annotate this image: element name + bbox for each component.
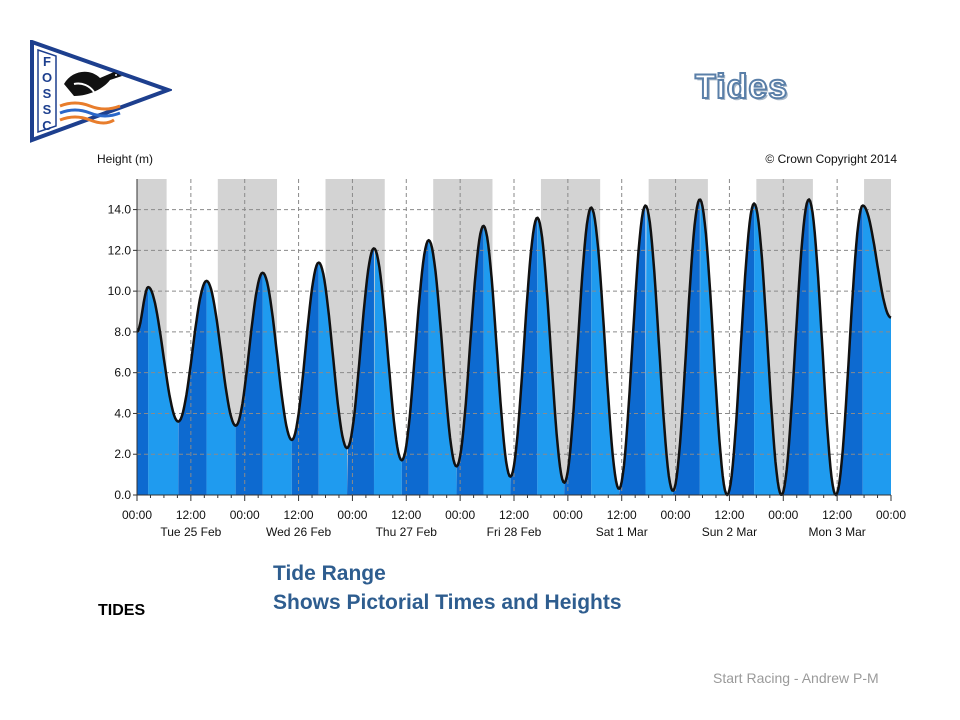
tide-area-segment: [291, 262, 319, 495]
goose-icon: [64, 71, 122, 96]
x-tick-label: 00:00: [445, 508, 475, 522]
day-label: Tue 25 Feb: [160, 525, 221, 539]
day-label: Wed 26 Feb: [266, 525, 331, 539]
x-tick-label: 00:00: [230, 508, 260, 522]
y-tick-label: 0.0: [114, 488, 131, 502]
x-tick-label: 12:00: [822, 508, 852, 522]
copyright-label: © Crown Copyright 2014: [765, 152, 897, 166]
wave-icon: [59, 101, 121, 111]
logo-letter: C: [42, 118, 52, 133]
club-logo: F O S S C: [30, 39, 174, 144]
tide-height-line: [136, 198, 892, 497]
x-tick-label: 12:00: [714, 508, 744, 522]
tide-area-segment: [699, 199, 728, 495]
tide-area-segment: [178, 280, 207, 495]
day-label: Mon 3 Mar: [808, 525, 865, 539]
x-tick-label: 00:00: [122, 508, 152, 522]
logo-letter: S: [43, 102, 52, 117]
y-tick-label: 14.0: [108, 203, 132, 217]
tide-area-segment: [862, 205, 891, 495]
x-tick-label: 12:00: [391, 508, 421, 522]
tide-area-segment: [373, 248, 402, 495]
tide-area-segment: [318, 262, 348, 495]
tide-chart-svg: 0.0 2.0 4.0 6.0 8.0 10.0 12.0 14.0 00:00 12:00 00:…: [97, 152, 906, 539]
y-tick-label: 12.0: [108, 243, 132, 257]
side-label: TIDES: [98, 602, 146, 619]
y-tick-label: 2.0: [114, 447, 131, 461]
slide-title: Tides: [694, 67, 789, 107]
x-tick-label: 00:00: [876, 508, 906, 522]
tide-area-segment: [148, 287, 179, 495]
wave-icon: [59, 108, 121, 118]
y-tick-label: 8.0: [114, 325, 131, 339]
burgee-icon: F O S S C: [30, 39, 174, 143]
tide-chart: 0.0 2.0 4.0 6.0 8.0 10.0 12.0 14.0 00:00 12:00 00:…: [95, 145, 925, 555]
day-label: Thu 27 Feb: [376, 525, 438, 539]
footer-credit: Start Racing - Andrew P-M: [713, 670, 879, 686]
logo-letter: F: [43, 54, 51, 69]
logo-letter: S: [43, 86, 52, 101]
day-label: Sat 1 Mar: [596, 525, 648, 539]
tide-area-segment: [347, 248, 374, 495]
y-axis-label: Height (m): [97, 152, 153, 166]
logo-letter: O: [42, 70, 52, 85]
day-label: Sun 2 Mar: [702, 525, 757, 539]
tide-area-segment: [835, 205, 863, 495]
caption-title: Tide Range: [273, 562, 386, 585]
caption-subtitle: Shows Pictorial Times and Heights: [273, 591, 622, 614]
tide-area-segment: [262, 272, 292, 495]
x-tick-label: 12:00: [607, 508, 637, 522]
tide-area-segment: [206, 280, 236, 495]
x-tick-label: 12:00: [176, 508, 206, 522]
y-tick-label: 6.0: [114, 366, 131, 380]
x-tick-label: 12:00: [499, 508, 529, 522]
x-tick-label: 00:00: [553, 508, 583, 522]
wave-icon: [59, 115, 115, 125]
y-tick-label: 4.0: [114, 406, 131, 420]
tide-area-segment: [235, 272, 263, 495]
y-tick-label: 10.0: [108, 284, 132, 298]
tide-area-segment: [137, 287, 149, 495]
x-tick-label: 00:00: [337, 508, 367, 522]
x-tick-label: 00:00: [768, 508, 798, 522]
day-label: Fri 28 Feb: [487, 525, 542, 539]
x-tick-label: 00:00: [661, 508, 691, 522]
x-tick-label: 12:00: [284, 508, 314, 522]
